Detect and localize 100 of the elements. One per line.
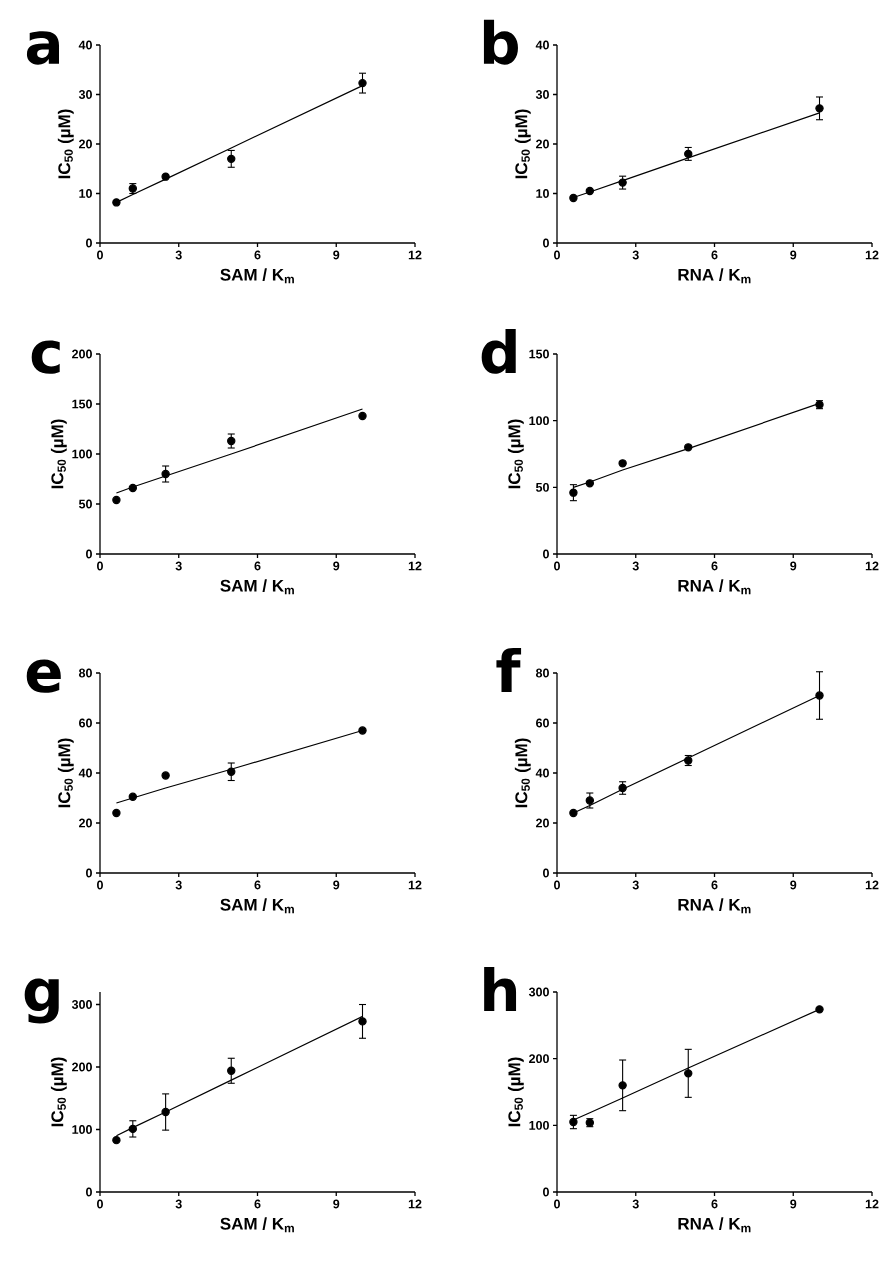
y-axis-title: IC$_{50}$ (µM) <box>507 1057 524 1127</box>
x-axis-title: SAM / K$_{m}$ <box>220 1217 294 1233</box>
y-tick-label: 150 <box>72 399 92 409</box>
y-tick-label: 150 <box>529 349 549 359</box>
y-tick-label: 30 <box>535 90 549 99</box>
y-tick-label: 50 <box>535 482 549 492</box>
y-tick-label: 0 <box>86 1187 92 1197</box>
x-tick-label: 12 <box>865 880 879 890</box>
x-tick-label: 9 <box>790 250 797 260</box>
x-tick-label: 6 <box>711 561 718 571</box>
y-tick-label: 40 <box>535 768 549 778</box>
point <box>815 691 824 700</box>
y-tick-label: 0 <box>543 549 549 559</box>
x-tick-label: 3 <box>175 880 182 890</box>
x-tick-label: 3 <box>632 1199 639 1209</box>
x-tick-label: 9 <box>790 561 797 571</box>
x-tick-label: 12 <box>408 880 422 890</box>
y-tick-label: 60 <box>536 718 549 728</box>
y-axis-title: IC$_{50}$ (µM) <box>57 738 74 808</box>
y-axis-title: IC$_{50}$ (µM) <box>50 1057 67 1127</box>
point <box>358 411 367 421</box>
x-tick-label: 9 <box>333 561 340 571</box>
y-axis-title: IC$_{50}$ (µM) <box>50 419 67 489</box>
point <box>569 488 578 497</box>
x-tick-label: 3 <box>175 1199 182 1209</box>
y-tick-label: 20 <box>536 818 549 828</box>
point <box>161 771 170 780</box>
y-tick-label: 30 <box>78 90 92 99</box>
x-axis-title: SAM / K$_{m}$ <box>220 268 294 284</box>
x-tick-label: 0 <box>554 1199 560 1209</box>
y-tick-label: 10 <box>79 189 92 198</box>
x-axis-title: RNA / K$_{m}$ <box>678 898 751 914</box>
y-tick-label: 0 <box>86 238 92 248</box>
x-tick-label: 3 <box>632 250 639 260</box>
y-tick-label: 200 <box>72 349 92 359</box>
point <box>569 808 578 818</box>
x-tick-label: 6 <box>711 1199 718 1209</box>
x-tick-label: 3 <box>632 561 639 571</box>
x-tick-label: 0 <box>554 561 560 571</box>
chart-title: c <box>31 340 60 374</box>
point <box>161 469 170 479</box>
chart-title: d <box>481 328 516 374</box>
x-tick-label: 9 <box>790 1199 797 1209</box>
y-tick-label: 300 <box>71 1000 92 1009</box>
y-axis-title: IC$_{50}$ (µM) <box>57 109 74 179</box>
y-tick-label: 20 <box>536 139 549 149</box>
point <box>358 78 367 88</box>
y-tick-label: 40 <box>78 768 92 778</box>
x-tick-label: 12 <box>408 250 422 260</box>
y-tick-label: 60 <box>79 718 92 728</box>
x-tick-label: 6 <box>254 880 261 890</box>
y-tick-label: 80 <box>535 668 549 678</box>
point <box>112 198 121 207</box>
y-tick-label: 50 <box>78 499 92 509</box>
x-tick-label: 12 <box>865 561 879 571</box>
point <box>684 1069 693 1078</box>
x-tick-label: 12 <box>408 561 422 571</box>
point <box>815 1005 824 1014</box>
point <box>128 1124 138 1134</box>
x-tick-label: 6 <box>254 561 261 571</box>
x-tick-label: 0 <box>97 250 103 260</box>
point <box>358 726 367 735</box>
y-axis-title: IC$_{50}$ (µM) <box>507 419 524 489</box>
point <box>161 172 170 181</box>
x-tick-label: 6 <box>254 1199 261 1209</box>
point <box>227 1066 236 1075</box>
y-tick-label: 0 <box>543 868 549 878</box>
x-tick-label: 3 <box>175 561 182 571</box>
x-tick-label: 0 <box>97 561 103 571</box>
x-tick-label: 0 <box>554 880 560 890</box>
y-tick-label: 80 <box>78 668 92 678</box>
point <box>227 767 236 776</box>
point <box>815 104 824 113</box>
x-tick-label: 12 <box>408 1199 422 1209</box>
x-tick-label: 3 <box>175 250 182 260</box>
y-axis-title: IC$_{50}$ (µM) <box>514 738 531 808</box>
x-tick-label: 0 <box>554 250 560 260</box>
y-tick-label: 200 <box>529 1054 549 1064</box>
y-tick-label: 200 <box>72 1062 92 1072</box>
y-tick-label: 0 <box>86 868 92 878</box>
x-tick-label: 3 <box>632 880 639 890</box>
chart-title: e <box>26 659 61 693</box>
y-tick-label: 100 <box>72 1125 92 1134</box>
point <box>112 495 121 505</box>
point <box>585 479 595 488</box>
point <box>227 436 236 446</box>
point <box>618 459 627 468</box>
point <box>618 1081 627 1090</box>
x-tick-label: 6 <box>711 250 718 260</box>
x-axis-title: RNA / K$_{m}$ <box>678 579 751 595</box>
chart-title: a <box>26 31 60 65</box>
y-tick-label: 40 <box>535 40 549 50</box>
y-tick-label: 10 <box>536 189 549 198</box>
x-tick-label: 6 <box>254 250 261 260</box>
point <box>112 808 121 818</box>
x-tick-label: 0 <box>97 1199 103 1209</box>
x-tick-label: 9 <box>790 880 797 890</box>
y-tick-label: 20 <box>79 818 92 828</box>
x-tick-label: 9 <box>333 880 340 890</box>
x-axis-title: RNA / K$_{m}$ <box>678 1217 751 1233</box>
